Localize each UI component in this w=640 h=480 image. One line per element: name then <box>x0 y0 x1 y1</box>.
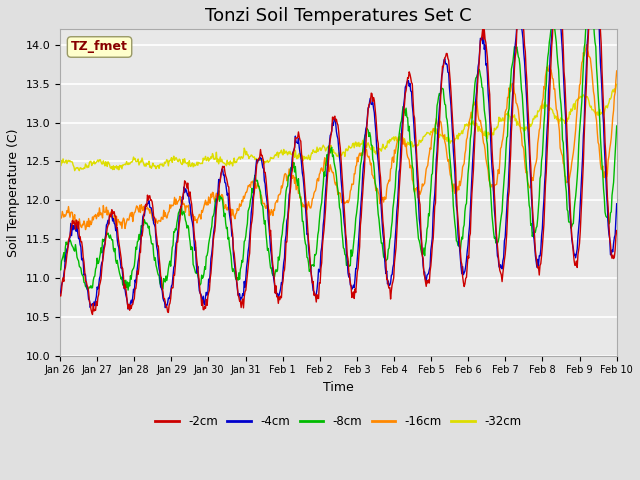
Legend: -2cm, -4cm, -8cm, -16cm, -32cm: -2cm, -4cm, -8cm, -16cm, -32cm <box>150 410 526 433</box>
Y-axis label: Soil Temperature (C): Soil Temperature (C) <box>7 128 20 257</box>
X-axis label: Time: Time <box>323 381 354 394</box>
Title: Tonzi Soil Temperatures Set C: Tonzi Soil Temperatures Set C <box>205 7 472 25</box>
Text: TZ_fmet: TZ_fmet <box>71 40 128 53</box>
